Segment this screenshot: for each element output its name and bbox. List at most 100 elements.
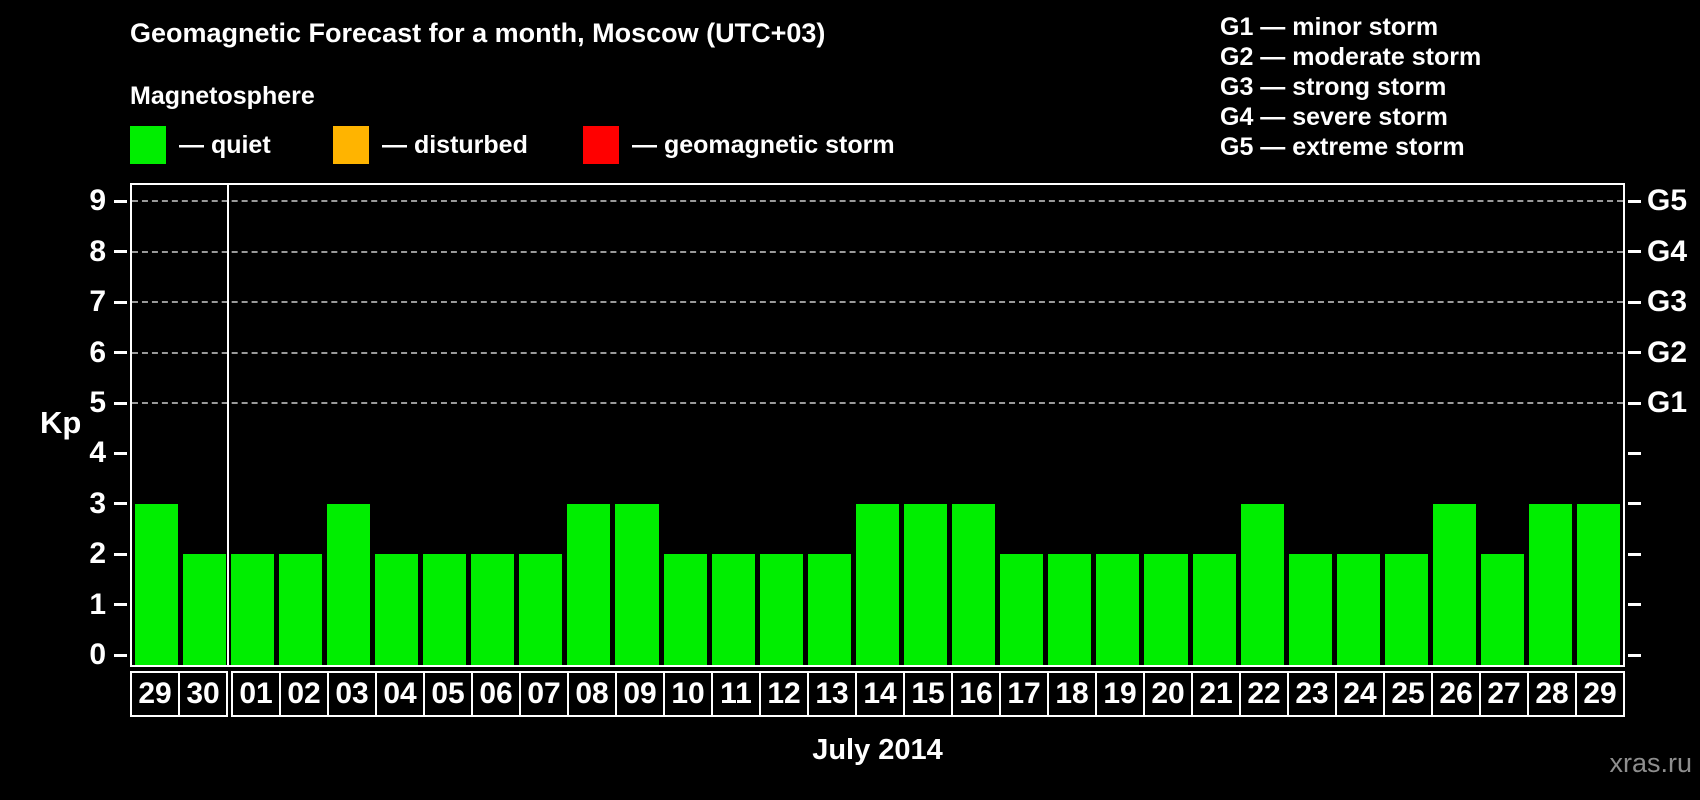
y-tick-label-1: 1 xyxy=(89,587,106,621)
day-label-cell: 29 xyxy=(130,671,180,717)
kp-bar xyxy=(326,503,370,665)
x-axis-month-label: July 2014 xyxy=(812,734,943,766)
bar-cell-day-15 xyxy=(902,185,950,665)
day-label-cell: 01 xyxy=(231,671,281,717)
bar-cell-day-02 xyxy=(276,185,324,665)
day-label-cell: 07 xyxy=(519,671,569,717)
day-label-cell: 15 xyxy=(903,671,953,717)
gridline-kp6 xyxy=(132,351,1623,354)
storm-scale-legend: G1 — minor storm G2 — moderate storm G3 … xyxy=(1220,12,1481,162)
day-label-cell: 12 xyxy=(759,671,809,717)
day-label-cell: 28 xyxy=(1527,671,1577,717)
kp-bar xyxy=(615,503,659,665)
kp-bar xyxy=(1288,554,1332,665)
day-label-cell: 29 xyxy=(1575,671,1625,717)
day-label-cell: 30 xyxy=(178,671,228,717)
kp-bar xyxy=(182,554,226,665)
kp-bar xyxy=(807,554,851,665)
day-label-cell: 25 xyxy=(1383,671,1433,717)
day-label-cell: 18 xyxy=(1047,671,1097,717)
y-tick-label-5: 5 xyxy=(89,386,106,419)
bar-cell-day-19 xyxy=(1094,185,1142,665)
bar-cell-day-29 xyxy=(132,185,180,665)
kp-bar xyxy=(1384,554,1429,665)
magnetosphere-label: Magnetosphere xyxy=(130,82,315,110)
day-label-cell: 23 xyxy=(1287,671,1337,717)
kp-bar xyxy=(423,554,467,665)
bar-cell-day-26 xyxy=(1431,185,1479,665)
disturbed-label: — disturbed xyxy=(382,130,528,159)
y-tick-left-6 xyxy=(114,351,127,355)
day-label-cell: 02 xyxy=(279,671,329,717)
day-label-cell: 24 xyxy=(1335,671,1385,717)
bar-cell-day-25 xyxy=(1382,185,1430,665)
watermark: xras.ru xyxy=(1609,748,1692,778)
y-tick-right-8 xyxy=(1628,250,1641,254)
bar-cell-day-22 xyxy=(1238,185,1286,665)
legend-item-geomagnetic-storm: — geomagnetic storm xyxy=(583,126,895,164)
kp-bar xyxy=(952,503,996,665)
g-scale-label-g5: G5 xyxy=(1647,184,1688,218)
day-label-cell: 09 xyxy=(615,671,665,717)
y-tick-left-8 xyxy=(114,250,127,254)
kp-bar xyxy=(230,554,274,665)
plot-area xyxy=(130,183,1625,667)
gridline-kp5 xyxy=(132,402,1623,404)
bar-cell-day-24 xyxy=(1334,185,1382,665)
bars-container xyxy=(132,185,1623,665)
y-tick-right-0 xyxy=(1628,653,1641,657)
day-label-cell: 22 xyxy=(1239,671,1289,717)
kp-bar xyxy=(1240,503,1284,665)
y-tick-right-7 xyxy=(1628,300,1641,304)
kp-bar xyxy=(519,554,563,665)
y-tick-left-9 xyxy=(114,199,127,203)
kp-bar xyxy=(759,554,803,665)
bar-cell-day-18 xyxy=(1046,185,1094,665)
bar-cell-day-27 xyxy=(1479,185,1527,665)
gridline-kp9 xyxy=(132,200,1623,203)
y-tick-right-1 xyxy=(1628,603,1641,607)
g-scale-label-g3: G3 xyxy=(1647,285,1688,319)
bar-cell-day-04 xyxy=(372,185,420,665)
bar-cell-day-16 xyxy=(950,185,998,665)
gridline-kp8 xyxy=(132,250,1623,253)
g-scale-label-g1: G1 xyxy=(1647,386,1688,419)
kp-bar xyxy=(1048,554,1092,665)
g5-legend-line: G5 — extreme storm xyxy=(1220,133,1465,161)
bar-cell-day-29 xyxy=(1575,185,1623,665)
day-label-cell: 19 xyxy=(1095,671,1145,717)
y-tick-label-9: 9 xyxy=(89,184,106,218)
y-tick-left-3 xyxy=(114,502,127,506)
bar-cell-day-07 xyxy=(517,185,565,665)
geomagnetic-storm-color-swatch xyxy=(583,126,619,164)
y-tick-left-2 xyxy=(114,552,127,556)
y-tick-right-5 xyxy=(1628,401,1641,405)
kp-bar xyxy=(134,503,178,665)
bar-cell-day-28 xyxy=(1527,185,1575,665)
legend-item-quiet: — quiet xyxy=(130,126,271,164)
y-tick-right-4 xyxy=(1628,451,1641,455)
kp-bar xyxy=(567,503,611,665)
bar-cell-day-08 xyxy=(565,185,613,665)
bar-cell-day-20 xyxy=(1142,185,1190,665)
y-tick-label-0: 0 xyxy=(89,638,106,671)
kp-bar xyxy=(1000,554,1044,665)
g1-legend-line: G1 — minor storm xyxy=(1220,13,1439,41)
kp-bar xyxy=(904,503,948,665)
y-tick-right-3 xyxy=(1628,502,1641,506)
g4-legend-line: G4 — severe storm xyxy=(1220,103,1448,131)
y-tick-right-6 xyxy=(1628,351,1641,355)
y-tick-left-5 xyxy=(114,401,127,405)
day-label-cell: 21 xyxy=(1191,671,1241,717)
kp-bar xyxy=(278,554,322,665)
bar-cell-day-21 xyxy=(1190,185,1238,665)
kp-bar xyxy=(471,554,515,665)
y-tick-label-3: 3 xyxy=(89,486,106,520)
bar-cell-day-14 xyxy=(853,185,901,665)
bar-cell-day-30 xyxy=(180,185,228,665)
legend-item-disturbed: — disturbed xyxy=(333,126,528,164)
y-tick-left-1 xyxy=(114,603,127,607)
month-separator-line xyxy=(227,185,230,665)
y-tick-left-4 xyxy=(114,451,127,455)
x-axis-day-labels: 29 30 01 02 03 04 05 06 07 08 09 10 11 12 13 14 15 16 17 18… xyxy=(130,671,1625,717)
